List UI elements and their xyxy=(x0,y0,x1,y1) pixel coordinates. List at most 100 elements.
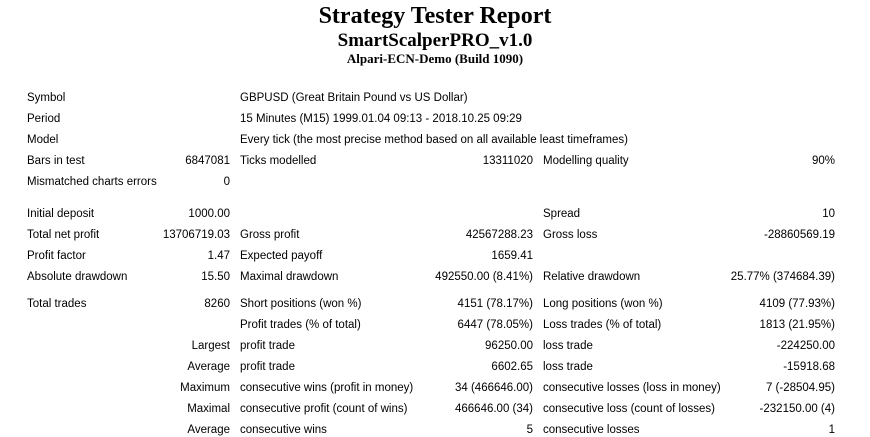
row-label xyxy=(27,399,160,420)
row-label xyxy=(27,357,160,378)
row-value: -28860569.19 xyxy=(764,229,835,241)
row-label: consecutive losses xyxy=(543,424,640,436)
row-value: 1813 (21.95%) xyxy=(759,319,835,331)
row-value: 13706719.03 xyxy=(162,229,230,241)
row-value: 7 (-28504.95) xyxy=(765,382,835,394)
row-value: 6847081 xyxy=(185,155,230,167)
row-value: 42567288.23 xyxy=(465,229,533,241)
row-label: Mismatched charts errors xyxy=(27,176,157,188)
row-value xyxy=(160,315,230,336)
table-row-average-consecutive: Average consecutive wins 5 consecutive l… xyxy=(27,420,870,437)
row-label: consecutive wins xyxy=(240,424,327,436)
row-value: 4151 (78.17%) xyxy=(457,298,533,310)
row-label xyxy=(533,246,720,267)
row-value: 1 xyxy=(828,424,835,436)
table-row-model: Model Every tick (the most precise metho… xyxy=(27,130,870,151)
row-label: loss trade xyxy=(543,361,593,373)
row-label: Loss trades (% of total) xyxy=(543,319,662,331)
row-value: 1.47 xyxy=(207,250,230,262)
row-label: Gross loss xyxy=(543,229,598,241)
row-label: Absolute drawdown xyxy=(27,271,128,283)
row-qualifier: Maximal xyxy=(187,403,230,415)
expert-name: SmartScalperPRO_v1.0 xyxy=(337,30,533,51)
row-value: 25.77% (374684.39) xyxy=(730,271,835,283)
row-label xyxy=(230,204,435,225)
row-label: Initial deposit xyxy=(27,208,95,220)
row-label xyxy=(27,420,160,437)
row-label xyxy=(27,315,160,336)
row-value: 10 xyxy=(822,208,835,220)
table-row-average-trade: Average profit trade 6602.65 loss trade … xyxy=(27,357,870,378)
row-value: 15 Minutes (M15) 1999.01.04 09:13 - 2018… xyxy=(240,113,522,125)
row-label: Model xyxy=(27,134,59,146)
row-value xyxy=(720,246,835,267)
table-row-maximum-consecutive: Maximum consecutive wins (profit in mone… xyxy=(27,378,870,399)
table-row-period: Period 15 Minutes (M15) 1999.01.04 09:13… xyxy=(27,109,870,130)
row-value: 6602.65 xyxy=(491,361,533,373)
row-qualifier: Largest xyxy=(191,340,230,352)
row-value: 8260 xyxy=(204,298,230,310)
row-label xyxy=(533,172,720,193)
row-label xyxy=(27,378,160,399)
row-label: Modelling quality xyxy=(543,155,629,167)
row-value: 34 (466646.00) xyxy=(454,382,533,394)
row-label: Long positions (won %) xyxy=(543,298,663,310)
table-row-largest-trade: Largest profit trade 96250.00 loss trade… xyxy=(27,336,870,357)
table-row-total-trades: Total trades 8260 Short positions (won %… xyxy=(27,294,870,315)
row-label: consecutive losses (loss in money) xyxy=(543,382,721,394)
row-value: 0 xyxy=(223,176,230,188)
table-row-net-profit: Total net profit 13706719.03 Gross profi… xyxy=(27,225,870,246)
page-title: Strategy Tester Report xyxy=(318,3,552,29)
row-qualifier: Average xyxy=(187,424,230,436)
row-label: Spread xyxy=(543,208,581,220)
row-value: 466646.00 (34) xyxy=(454,403,533,415)
row-value: 90% xyxy=(811,155,835,167)
row-label xyxy=(27,336,160,357)
row-value: 492550.00 (8.41%) xyxy=(435,271,533,283)
row-label: Period xyxy=(27,113,61,125)
row-label: Bars in test xyxy=(27,155,85,167)
row-value: 1000.00 xyxy=(188,208,230,220)
row-label: Profit factor xyxy=(27,250,86,262)
table-row-profit-trades: Profit trades (% of total) 6447 (78.05%)… xyxy=(27,315,870,336)
row-label: Symbol xyxy=(27,92,66,104)
table-row-bars: Bars in test 6847081 Ticks modelled 1331… xyxy=(27,151,870,172)
row-value xyxy=(435,172,533,193)
row-label: consecutive loss (count of losses) xyxy=(543,403,715,415)
row-value: 96250.00 xyxy=(485,340,533,352)
row-label: Short positions (won %) xyxy=(240,298,362,310)
row-value: -232150.00 (4) xyxy=(759,403,835,415)
row-label: Relative drawdown xyxy=(543,271,641,283)
row-qualifier: Maximum xyxy=(180,382,230,394)
table-row-profit-factor: Profit factor 1.47 Expected payoff 1659.… xyxy=(27,246,870,267)
row-value xyxy=(435,204,533,225)
row-qualifier: Average xyxy=(187,361,230,373)
row-label: Total trades xyxy=(27,298,87,310)
row-label xyxy=(230,172,435,193)
row-value: -224250.00 xyxy=(776,340,835,352)
server-build: Alpari-ECN-Demo (Build 1090) xyxy=(346,51,524,66)
row-value: 6447 (78.05%) xyxy=(457,319,533,331)
row-label: Gross profit xyxy=(240,229,300,241)
row-value: 4109 (77.93%) xyxy=(759,298,835,310)
row-value xyxy=(720,172,835,193)
row-label: profit trade xyxy=(240,340,295,352)
row-spacer xyxy=(160,130,230,151)
row-label: Total net profit xyxy=(27,229,100,241)
row-value: Every tick (the most precise method base… xyxy=(240,134,628,146)
row-value: 13311020 xyxy=(482,155,533,167)
table-row-absolute-drawdown: Absolute drawdown 15.50 Maximal drawdown… xyxy=(27,267,870,288)
row-value: 15.50 xyxy=(201,271,230,283)
row-spacer xyxy=(160,109,230,130)
table-row-deposit: Initial deposit 1000.00 Spread 10 xyxy=(27,204,870,225)
table-row-symbol: Symbol GBPUSD (Great Britain Pound vs US… xyxy=(27,88,870,109)
row-label: profit trade xyxy=(240,361,295,373)
row-value: 1659.41 xyxy=(491,250,533,262)
table-row-mismatched: Mismatched charts errors 0 xyxy=(27,172,870,193)
row-label: Expected payoff xyxy=(240,250,323,262)
report-header: Strategy Tester Report SmartScalperPRO_v… xyxy=(0,0,870,66)
row-label: consecutive profit (count of wins) xyxy=(240,403,408,415)
table-row-maximal-consecutive: Maximal consecutive profit (count of win… xyxy=(27,399,870,420)
row-spacer xyxy=(160,88,230,109)
row-label: Ticks modelled xyxy=(240,155,317,167)
